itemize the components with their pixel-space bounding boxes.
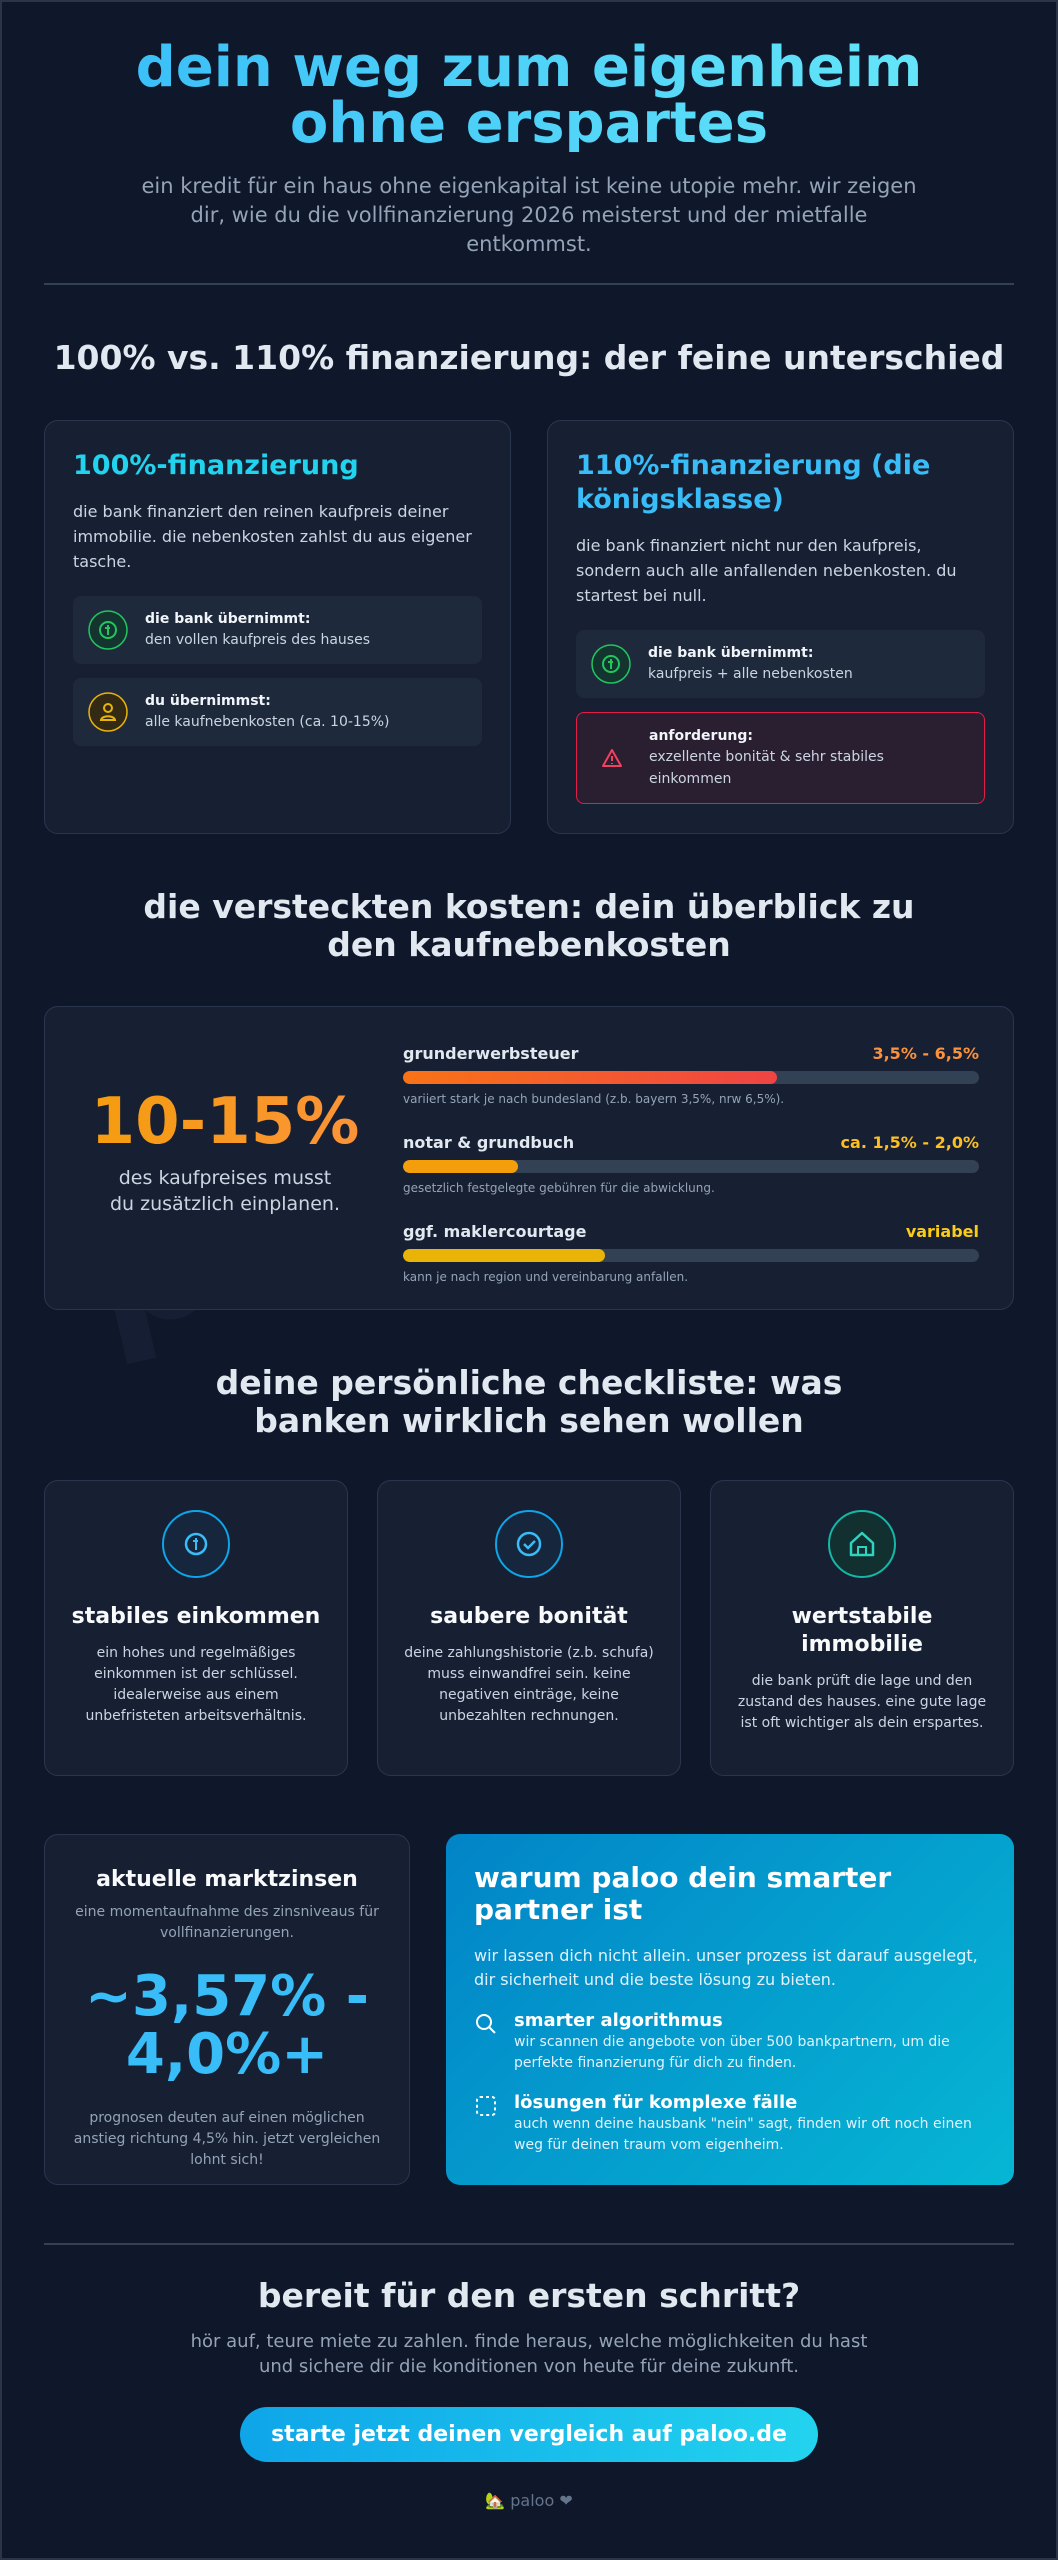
cost-range: 3,5% - 6,5%	[872, 1044, 979, 1063]
icon	[88, 610, 128, 650]
cost-name: ggf. maklercourtage	[403, 1222, 587, 1241]
page-title: dein weg zum eigenheim ohne erspartes	[79, 40, 979, 152]
cost-row: ggf. maklercourtage variabel kann je nach…	[403, 1221, 979, 1284]
card-title: saubere bonität	[430, 1604, 628, 1629]
page-subtitle: ein kredit für ein haus ohne eigenkapita…	[141, 174, 917, 256]
cost-name: grunderwerbsteuer	[403, 1044, 579, 1063]
rates-title: aktuelle marktzinsen	[96, 1867, 358, 1892]
feature-title: smarter algorithmus	[514, 2010, 723, 2031]
icon	[602, 749, 622, 767]
checklist-card: saubere bonität deine zahlungshistorie (…	[377, 1480, 681, 1776]
cta-title: bereit für den ersten schritt?	[257, 2276, 801, 2315]
icon	[591, 644, 631, 684]
card-text: deine zahlungshistorie (z.b. schufa) mus…	[404, 1645, 654, 1724]
cost-range: variabel	[905, 1222, 979, 1241]
rates-note: prognosen deuten auf einen möglichen ans…	[73, 2110, 381, 2168]
icon	[88, 692, 128, 732]
cta-text: hör auf, teure miete zu zahlen. finde he…	[190, 2331, 868, 2377]
info-item: die bank übernimmt: den vollen kaufpreis …	[73, 596, 482, 664]
why-card: warum paloo dein smarter partner ist wir…	[446, 1834, 1014, 2185]
section-heading: die versteckten kosten: dein überblick z…	[143, 887, 915, 964]
card-text: die bank finanziert nicht nur den kaufpr…	[576, 536, 957, 605]
cost-bar	[403, 1160, 519, 1173]
cost-range: ca. 1,5% - 2,0%	[840, 1133, 979, 1152]
info-item: du übernimmst: alle kaufnebenkosten (ca. …	[73, 678, 482, 746]
card-title: 100%-finanzierung	[73, 450, 359, 481]
checklist-card: stabiles einkommen ein hohes und regelmä…	[44, 1480, 348, 1776]
item-text: den vollen kaufpreis des hauses	[145, 632, 370, 648]
cost-bar	[403, 1249, 605, 1262]
feature-text: auch wenn deine hausbank "nein" sagt, fi…	[514, 2116, 972, 2153]
icon	[476, 2014, 496, 2034]
item-text: alle kaufnebenkosten (ca. 10-15%)	[145, 714, 390, 730]
icon	[828, 1510, 896, 1578]
why-text: wir lassen dich nicht allein. unser proz…	[474, 1946, 978, 1989]
checklist-card: wertstabile immobilie die bank prüft die…	[710, 1480, 1014, 1776]
feature-text: wir scannen die angebote von über 500 ba…	[514, 2034, 950, 2071]
card-title: wertstabile immobilie	[791, 1604, 933, 1657]
cta-button[interactable]: starte jetzt deinen vergleich auf paloo.…	[240, 2407, 818, 2462]
icon	[162, 1510, 230, 1578]
cost-note: kann je nach region und vereinbarung anf…	[403, 1270, 689, 1284]
cost-row: grunderwerbsteuer 3,5% - 6,5% variiert st…	[403, 1043, 979, 1106]
checklist-section: deine persönliche checkliste: was banken…	[44, 1364, 1014, 1440]
card-text: die bank prüft die lage und den zustand …	[737, 1673, 987, 1731]
cta-section: bereit für den ersten schritt? hör auf, …	[44, 2276, 1014, 2379]
cost-name: notar & grundbuch	[403, 1133, 575, 1152]
cost-note: variiert stark je nach bundesland (z.b. …	[403, 1092, 785, 1106]
rates-subtitle: eine momentaufnahme des zinsniveaus für …	[75, 1904, 379, 1941]
feature: smarter algorithmus wir scannen die angeb…	[474, 2010, 986, 2074]
warning-item: anforderung: exzellente bonität & sehr st…	[576, 712, 985, 804]
divider	[44, 2243, 1014, 2245]
cost-note: gesetzlich festgelegte gebühren für die …	[403, 1181, 715, 1195]
feature-title: lösungen für komplexe fälle	[514, 2092, 798, 2113]
card-title: 110%-finanzierung (die königsklasse)	[576, 450, 931, 515]
header: dein weg zum eigenheim ohne erspartes ei…	[44, 40, 1014, 259]
section-heading: 100% vs. 110% finanzierung: der feine un…	[53, 338, 1005, 377]
item-label: anforderung:	[649, 728, 754, 744]
comparison-card: 100%-finanzierung die bank finanziert de…	[44, 420, 511, 834]
section-heading: deine persönliche checkliste: was banken…	[215, 1363, 843, 1440]
rates-card: aktuelle marktzinsen eine momentaufnahme…	[44, 1834, 410, 2185]
feature: lösungen für komplexe fälle auch wenn dei…	[474, 2092, 986, 2156]
rates-value: ~3,57% - 4,0%+	[85, 1964, 369, 2087]
cost-bar	[403, 1071, 778, 1084]
costs-card: 10-15% des kaufpreises musst du zusätzli…	[44, 1006, 1014, 1310]
divider	[44, 283, 1014, 285]
why-title: warum paloo dein smarter partner ist	[474, 1861, 892, 1926]
comparison-section: 100% vs. 110% finanzierung: der feine un…	[44, 339, 1014, 377]
item-label: die bank übernimmt:	[145, 611, 311, 627]
info-item: die bank übernimmt: kaufpreis + alle nebe…	[576, 630, 985, 698]
big-caption: des kaufpreises musst du zusätzlich einp…	[109, 1167, 340, 1215]
item-label: du übernimmst:	[145, 693, 271, 709]
card-title: stabiles einkommen	[71, 1604, 321, 1629]
card-text: ein hohes und regelmäßiges einkommen ist…	[85, 1645, 307, 1724]
item-text: exzellente bonität & sehr stabiles einko…	[649, 749, 884, 787]
card-text: die bank finanziert den reinen kaufpreis…	[73, 502, 472, 571]
comparison-card: 110%-finanzierung (die königsklasse) die…	[547, 420, 1014, 834]
costs-section: die versteckten kosten: dein überblick z…	[44, 888, 1014, 964]
footer: 🏡 paloo ❤	[485, 2491, 573, 2510]
costs-summary: 10-15% des kaufpreises musst du zusätzli…	[65, 1087, 385, 1217]
item-text: kaufpreis + alle nebenkosten	[648, 666, 853, 682]
cost-list: grunderwerbsteuer 3,5% - 6,5% variiert st…	[403, 1043, 979, 1310]
icon	[476, 2096, 496, 2116]
icon	[495, 1510, 563, 1578]
cost-row: notar & grundbuch ca. 1,5% - 2,0% gesetzl…	[403, 1132, 979, 1195]
big-value: 10-15%	[65, 1087, 385, 1157]
item-label: die bank übernimmt:	[648, 645, 814, 661]
